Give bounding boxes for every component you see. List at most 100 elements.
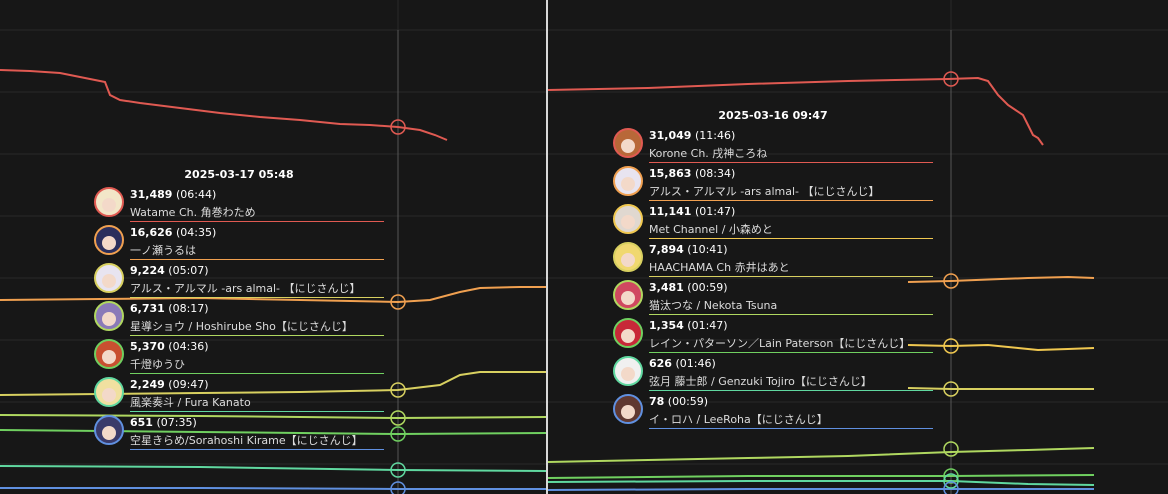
avatar bbox=[613, 128, 643, 158]
count-value: 1,354 bbox=[649, 319, 684, 332]
series-color-underline bbox=[649, 162, 933, 163]
series-line-1 bbox=[548, 76, 1044, 146]
channel-name: HAACHAMA Ch 赤井はあと bbox=[649, 261, 790, 274]
viewer-count: 31,049 (11:46) bbox=[649, 129, 735, 142]
duration-value: (10:41) bbox=[683, 243, 728, 256]
duration-value: (00:59) bbox=[664, 395, 709, 408]
tooltip-row: 78 (00:59) イ・ロハ / LeeRoha【にじさんじ】 bbox=[613, 392, 933, 430]
series-marker-7 bbox=[390, 481, 406, 494]
avatar bbox=[613, 166, 643, 196]
tooltip-row: 6,731 (08:17) 星導ショウ / Hoshirube Sho【にじさんじ… bbox=[94, 299, 384, 337]
avatar bbox=[94, 263, 124, 293]
duration-value: (01:47) bbox=[683, 319, 728, 332]
avatar-face bbox=[102, 236, 116, 250]
count-value: 7,894 bbox=[649, 243, 684, 256]
chart-panel-left: 2025-03-17 05:48 31,489 (06:44) Watame Ch… bbox=[0, 0, 546, 494]
avatar-face bbox=[621, 367, 635, 381]
avatar bbox=[94, 415, 124, 445]
count-value: 626 bbox=[649, 357, 672, 370]
series-line-1 bbox=[0, 69, 448, 141]
series-color-underline bbox=[130, 449, 384, 450]
avatar-face bbox=[102, 350, 116, 364]
series-marker-8 bbox=[943, 481, 959, 494]
viewer-count: 31,489 (06:44) bbox=[130, 188, 216, 201]
series-line-7 bbox=[0, 487, 546, 490]
series-color-underline bbox=[130, 335, 384, 336]
chart-panel-right: 2025-03-16 09:47 31,049 (11:46) Korone Ch… bbox=[548, 0, 1168, 494]
tooltip-row: 7,894 (10:41) HAACHAMA Ch 赤井はあと bbox=[613, 240, 933, 278]
tooltip-date: 2025-03-16 09:47 bbox=[718, 109, 828, 122]
avatar-face bbox=[621, 177, 635, 191]
series-marker-6 bbox=[943, 468, 959, 484]
series-marker-2 bbox=[390, 294, 406, 310]
channel-name: 弦月 藤士郎 / Genzuki Tojiro【にじさんじ】 bbox=[649, 375, 872, 388]
count-value: 31,489 bbox=[130, 188, 173, 201]
avatar-face bbox=[621, 253, 635, 267]
duration-value: (04:36) bbox=[164, 340, 209, 353]
series-line-6 bbox=[0, 465, 546, 472]
count-value: 15,863 bbox=[649, 167, 692, 180]
avatar bbox=[94, 225, 124, 255]
tooltip-row: 3,481 (00:59) 猫汰つな / Nekota Tsuna bbox=[613, 278, 933, 316]
count-value: 78 bbox=[649, 395, 665, 408]
channel-name: Met Channel / 小森めと bbox=[649, 223, 773, 236]
viewer-count: 2,249 (09:47) bbox=[130, 378, 209, 391]
channel-name: アルス・アルマル -ars almal- 【にじさんじ】 bbox=[130, 282, 361, 295]
channel-name: レイン・パターソン／Lain Paterson【にじさんじ】 bbox=[649, 337, 911, 350]
line-chart-left bbox=[0, 0, 546, 494]
count-value: 9,224 bbox=[130, 264, 165, 277]
avatar-face bbox=[621, 405, 635, 419]
series-marker-4 bbox=[390, 410, 406, 426]
series-line-4 bbox=[907, 387, 1094, 390]
chart-tooltip-left: 2025-03-17 05:48 31,489 (06:44) Watame Ch… bbox=[94, 168, 384, 451]
series-line-8 bbox=[548, 488, 1094, 491]
avatar bbox=[94, 187, 124, 217]
duration-value: (08:17) bbox=[164, 302, 209, 315]
series-line-4 bbox=[0, 414, 546, 420]
series-marker-3 bbox=[390, 382, 406, 398]
series-marker-1 bbox=[943, 71, 959, 87]
series-color-underline bbox=[130, 373, 384, 374]
series-marker-6 bbox=[390, 462, 406, 478]
count-value: 16,626 bbox=[130, 226, 173, 239]
line-chart-right bbox=[548, 0, 1168, 494]
tooltip-rows: 31,049 (11:46) Korone Ch. 戌神ころね 15,863 (08… bbox=[613, 126, 933, 430]
duration-value: (01:46) bbox=[671, 357, 716, 370]
viewer-count: 16,626 (04:35) bbox=[130, 226, 216, 239]
tooltip-row: 11,141 (01:47) Met Channel / 小森めと bbox=[613, 202, 933, 240]
duration-value: (11:46) bbox=[691, 129, 736, 142]
series-color-underline bbox=[130, 411, 384, 412]
series-line-5 bbox=[548, 447, 1095, 463]
viewer-count: 626 (01:46) bbox=[649, 357, 716, 370]
channel-name: 星導ショウ / Hoshirube Sho【にじさんじ】 bbox=[130, 320, 353, 333]
duration-value: (01:47) bbox=[691, 205, 736, 218]
series-marker-3 bbox=[943, 338, 959, 354]
channel-name: 千燈ゆうひ bbox=[130, 358, 185, 371]
avatar-face bbox=[621, 215, 635, 229]
viewer-count: 1,354 (01:47) bbox=[649, 319, 728, 332]
tooltip-rows: 31,489 (06:44) Watame Ch. 角巻わため 16,626 (04… bbox=[94, 185, 384, 451]
viewer-count: 15,863 (08:34) bbox=[649, 167, 735, 180]
tooltip-row: 9,224 (05:07) アルス・アルマル -ars almal- 【にじさんじ… bbox=[94, 261, 384, 299]
avatar bbox=[613, 356, 643, 386]
channel-name: Korone Ch. 戌神ころね bbox=[649, 147, 768, 160]
avatar-face bbox=[102, 388, 116, 402]
duration-value: (08:34) bbox=[691, 167, 736, 180]
series-line-2 bbox=[0, 286, 546, 304]
series-color-underline bbox=[130, 221, 384, 222]
avatar-face bbox=[102, 312, 116, 326]
panel-divider bbox=[546, 0, 548, 494]
count-value: 6,731 bbox=[130, 302, 165, 315]
series-marker-7 bbox=[943, 473, 959, 489]
count-value: 3,481 bbox=[649, 281, 684, 294]
avatar bbox=[94, 377, 124, 407]
series-marker-2 bbox=[943, 273, 959, 289]
series-color-underline bbox=[649, 428, 933, 429]
series-marker-5 bbox=[390, 426, 406, 442]
avatar-face bbox=[102, 198, 116, 212]
duration-value: (07:35) bbox=[152, 416, 197, 429]
channel-name: 空星きらめ/Sorahoshi Kirame【にじさんじ】 bbox=[130, 434, 363, 447]
viewer-count: 5,370 (04:36) bbox=[130, 340, 209, 353]
avatar bbox=[613, 204, 643, 234]
avatar bbox=[94, 339, 124, 369]
